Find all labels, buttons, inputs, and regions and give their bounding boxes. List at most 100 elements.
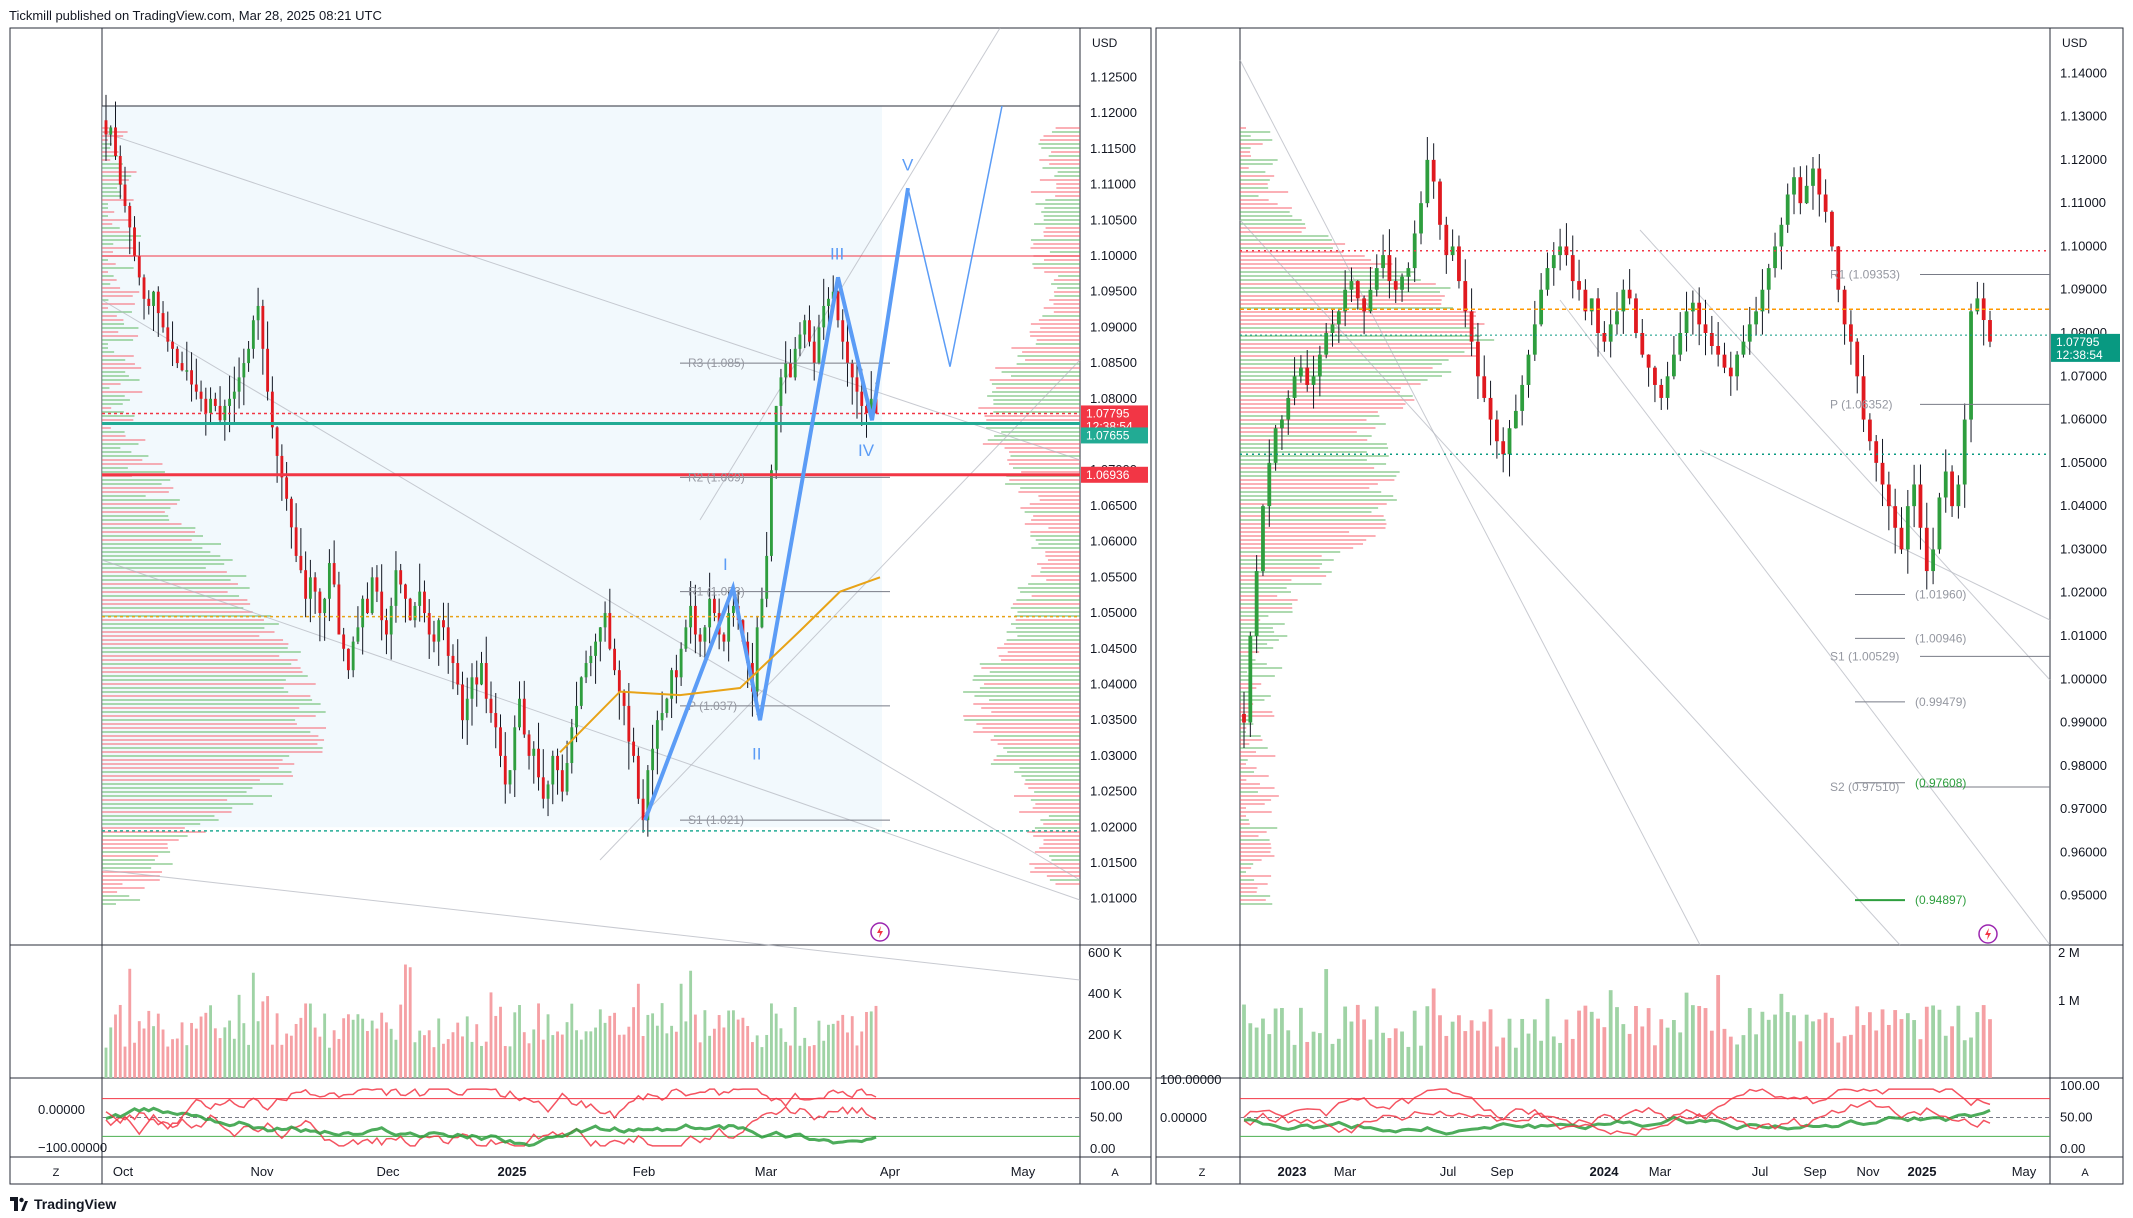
volume-bar (708, 1035, 712, 1078)
oscillator-tick-right: 0.00 (1090, 1141, 1115, 1156)
time-axis-label: Oct (113, 1164, 134, 1179)
volume-bar (869, 1011, 873, 1078)
right-chart-panel[interactable]: USD 1.14000 1.13000 1.12000 1.11000 1.10000 1.… (1156, 28, 2123, 1184)
tradingview-logo[interactable]: TradingView (10, 1196, 116, 1212)
volume-bar (1678, 1032, 1683, 1078)
volume-bar (1494, 1046, 1499, 1078)
candle-body (432, 634, 436, 642)
volume-bar (332, 1030, 336, 1078)
volume-bar (1653, 1045, 1657, 1078)
price-tick-label: 1.06000 (2060, 412, 2107, 427)
volume-bar (1836, 1042, 1841, 1078)
candle-body (1608, 324, 1613, 342)
candle-body (1792, 177, 1796, 195)
price-badge-value: 1.07795 (2056, 335, 2100, 349)
pivot-label: S1 (1.00529) (1830, 649, 1899, 663)
candle-body (270, 391, 274, 428)
candle-body (1292, 376, 1297, 398)
candle-body (575, 705, 578, 728)
candle-body (242, 363, 246, 378)
price-tick-label: 1.12000 (2060, 152, 2107, 167)
candle-body (1564, 246, 1569, 256)
volume-bar (346, 1014, 350, 1078)
candle-body (133, 227, 136, 256)
candle-body (342, 634, 346, 649)
volume-bar (1558, 1042, 1562, 1078)
candle-body (679, 648, 683, 678)
volume-bar (247, 1044, 251, 1078)
candle-body (161, 313, 165, 328)
volume-bar (437, 1018, 441, 1078)
left-chart-panel[interactable]: USD 1.12500 1.12000 1.11500 1.11000 1.10500 1.… (10, 27, 1151, 1184)
volume-bar (1634, 1005, 1638, 1078)
pivot-label: (0.94897) (1915, 893, 1966, 907)
volume-bar (1886, 1024, 1891, 1078)
volume-bar (603, 1022, 607, 1078)
volume-bar (318, 1036, 322, 1078)
candle-body (389, 605, 393, 635)
volume-bar (613, 1012, 617, 1078)
candle-body (361, 598, 365, 628)
time-axis-label: Apr (880, 1164, 901, 1179)
brand-name: TradingView (34, 1196, 117, 1212)
volume-bar (294, 1023, 298, 1078)
volume-bar (413, 1042, 417, 1078)
candle-body (256, 305, 260, 321)
volume-bar (1640, 1026, 1645, 1078)
candle-body (1956, 484, 1961, 507)
volume-bar (570, 1003, 574, 1078)
volume-bar (337, 1038, 341, 1078)
volume-bar (789, 1045, 792, 1078)
volume-bar (537, 1003, 540, 1078)
volume-tick-label: 400 K (1088, 986, 1122, 1001)
price-tick-label: 1.10000 (1090, 248, 1137, 263)
candle-body (308, 577, 312, 599)
candle-body (1419, 203, 1423, 234)
volume-bar (1520, 1018, 1525, 1078)
volume-bar (1703, 1008, 1708, 1078)
candle-body (1646, 354, 1651, 368)
volume-bar (1330, 1043, 1335, 1078)
volume-bar (755, 1035, 759, 1078)
candle-body (175, 348, 179, 364)
volume-bar (223, 1027, 227, 1078)
candle-body (1937, 497, 1942, 550)
oscillator-tick-left: 100.00000 (1160, 1072, 1221, 1087)
price-tick-label: 1.11000 (2060, 195, 2106, 210)
volume-bar (408, 967, 412, 1078)
volume-bar (784, 1041, 788, 1078)
volume-bar (1817, 1019, 1822, 1078)
candle-body (1659, 384, 1664, 398)
time-axis-label: Nov (1856, 1164, 1880, 1179)
volume-bar (1539, 1040, 1544, 1078)
candle-body (841, 320, 845, 342)
volume-bar (1602, 1027, 1607, 1078)
volume-bar (1412, 1010, 1417, 1078)
volume-bar (385, 1022, 388, 1078)
oscillator-tick-right: 100.00 (2060, 1078, 2100, 1093)
volume-bar (1501, 1037, 1506, 1078)
price-badge (2051, 333, 2120, 362)
candle-body (1899, 527, 1904, 550)
volume-bar (727, 1010, 731, 1078)
volume-bar (1374, 1006, 1379, 1078)
volume-bar (1672, 1020, 1676, 1078)
time-axis-label: Mar (1334, 1164, 1357, 1179)
volume-bar (731, 1010, 735, 1078)
time-axis-label: Mar (755, 1164, 778, 1179)
candle-body (480, 663, 483, 685)
candle-body (171, 341, 174, 349)
volume-bar (717, 1015, 721, 1078)
candle-body (128, 205, 132, 228)
volume-bar (556, 1031, 559, 1078)
volume-bar (342, 1018, 346, 1078)
candle-body (1406, 268, 1411, 277)
candle-body (1779, 224, 1784, 247)
price-badge-value: 1.07795 (1086, 406, 1130, 420)
volume-bar (1785, 1012, 1790, 1078)
volume-bar (1596, 1018, 1600, 1078)
candle-body (137, 255, 141, 278)
volume-bar (1368, 1039, 1373, 1078)
volume-bar (1242, 1004, 1246, 1078)
